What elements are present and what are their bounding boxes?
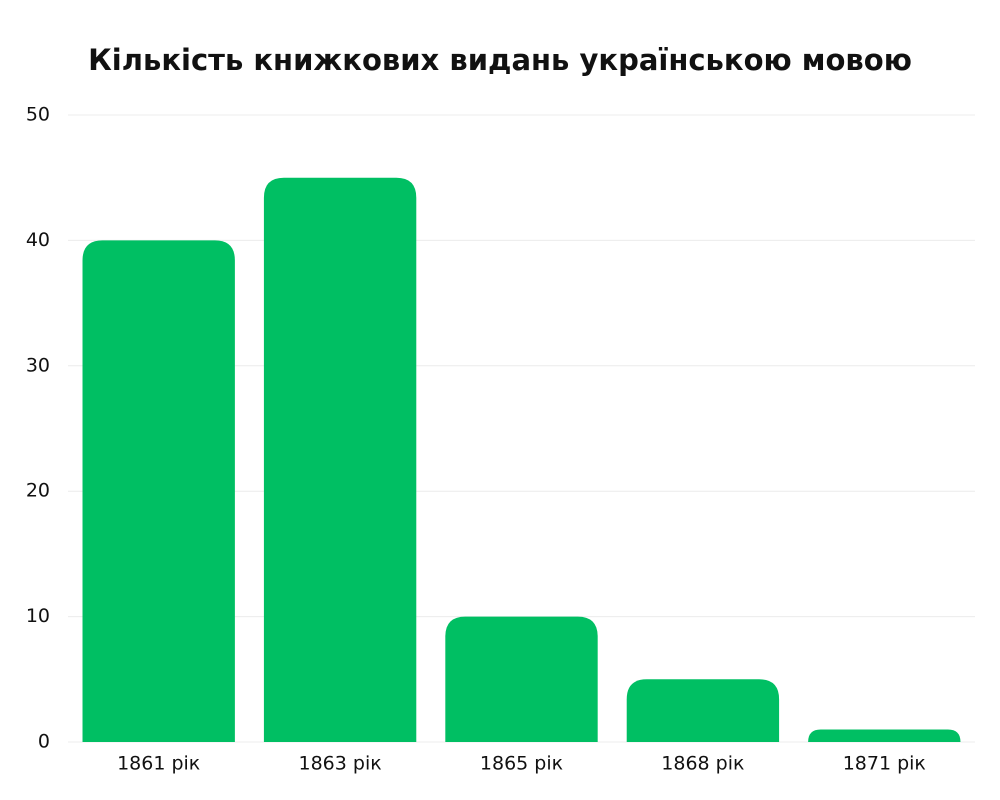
y-tick-label: 50 (26, 104, 50, 126)
x-tick-label: 1868 рік (661, 753, 744, 775)
bar (82, 240, 235, 742)
chart-title: Кількість книжкових видань українською м… (88, 43, 912, 77)
x-tick-label: 1871 рік (843, 753, 926, 775)
y-tick-label: 20 (26, 480, 50, 502)
y-tick-label: 10 (26, 605, 50, 627)
bar (445, 616, 598, 742)
bar (263, 177, 417, 742)
bar (626, 679, 780, 742)
x-tick-label: 1863 рік (298, 753, 381, 775)
x-tick-label: 1865 рік (480, 753, 563, 775)
bar (808, 729, 961, 742)
x-tick-label: 1861 рік (117, 753, 200, 775)
y-tick-label: 30 (26, 354, 50, 376)
y-tick-label: 40 (26, 229, 50, 251)
y-tick-label: 0 (38, 731, 50, 753)
